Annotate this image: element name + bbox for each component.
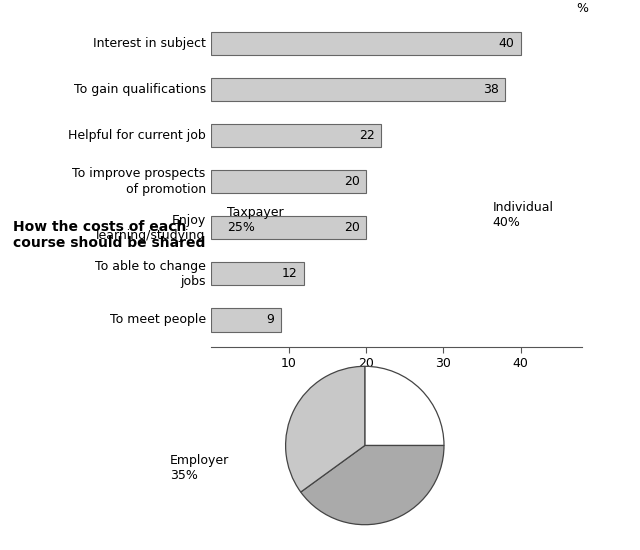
Text: 12: 12: [282, 267, 298, 280]
Bar: [211, 170, 366, 193]
Bar: [211, 216, 366, 239]
Bar: [211, 124, 381, 147]
Wedge shape: [365, 366, 444, 446]
Bar: [211, 78, 505, 101]
Text: 20: 20: [344, 175, 360, 188]
Text: Taxpayer
25%: Taxpayer 25%: [227, 206, 284, 234]
Wedge shape: [285, 366, 365, 492]
Text: %: %: [577, 2, 588, 14]
Bar: [211, 309, 281, 332]
Text: Employer
35%: Employer 35%: [170, 454, 229, 482]
Text: 40: 40: [499, 36, 515, 50]
Text: 22: 22: [360, 129, 375, 142]
Text: How the costs of each
course should be shared: How the costs of each course should be s…: [13, 220, 205, 250]
Text: 38: 38: [483, 82, 499, 96]
Text: 20: 20: [344, 221, 360, 234]
Text: 9: 9: [267, 314, 275, 327]
Wedge shape: [301, 446, 444, 525]
Text: Individual
40%: Individual 40%: [493, 201, 554, 229]
Bar: [211, 262, 304, 285]
Bar: [211, 31, 520, 54]
